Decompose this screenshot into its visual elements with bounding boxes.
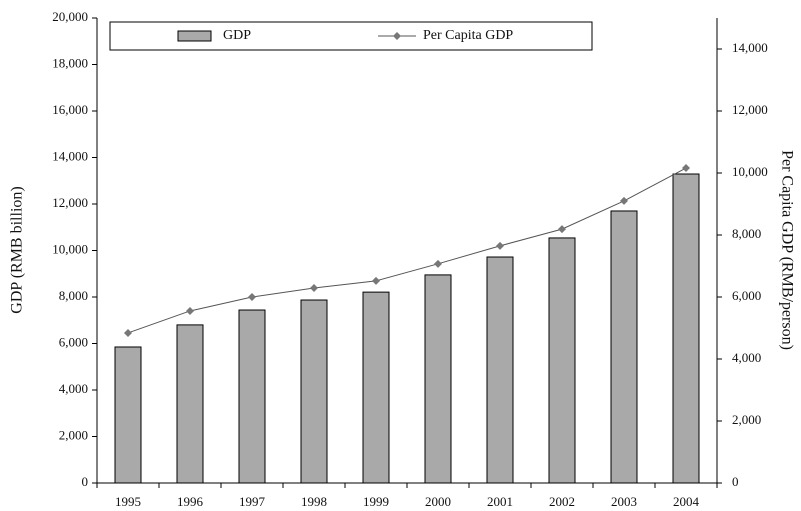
y-tick-label: 20,000 — [52, 9, 88, 24]
legend-label: Per Capita GDP — [423, 28, 513, 43]
y2-tick-label: 10,000 — [732, 164, 768, 179]
y2-tick-label: 0 — [732, 474, 739, 489]
y-tick-label: 8,000 — [59, 288, 88, 303]
y-tick-label: 2,000 — [59, 427, 88, 442]
y2-tick-label: 12,000 — [732, 102, 768, 117]
x-tick-label: 1999 — [363, 494, 389, 509]
y-axis-label: GDP (RMB billion) — [9, 186, 26, 313]
legend-swatch — [177, 30, 212, 42]
x-tick-label: 2001 — [487, 494, 513, 509]
marker — [434, 259, 442, 268]
y-tick-label: 14,000 — [52, 148, 88, 163]
y2-tick-label: 6,000 — [732, 288, 761, 303]
marker — [186, 306, 194, 315]
marker — [558, 225, 566, 234]
marker — [372, 276, 380, 285]
x-tick-label: 1997 — [239, 494, 266, 509]
bar — [362, 291, 390, 484]
bar — [672, 173, 700, 484]
x-tick-label: 2004 — [673, 494, 700, 509]
marker — [310, 284, 318, 293]
y2-axis-label: Per Capita GDP (RMB/person) — [778, 150, 795, 350]
y2-tick-label: 4,000 — [732, 350, 761, 365]
x-tick-label: 1995 — [115, 494, 141, 509]
y-tick-label: 10,000 — [52, 241, 88, 256]
bar — [424, 274, 452, 484]
bar — [610, 210, 638, 484]
y2-tick-label: 2,000 — [732, 412, 761, 427]
y-tick-label: 18,000 — [52, 55, 88, 70]
x-tick-label: 1998 — [301, 494, 327, 509]
marker — [496, 241, 504, 250]
x-tick-label: 2003 — [611, 494, 637, 509]
y-tick-label: 4,000 — [59, 381, 88, 396]
bar — [114, 346, 142, 484]
legend-label: GDP — [223, 28, 251, 43]
y-tick-label: 16,000 — [52, 102, 88, 117]
y2-tick-label: 8,000 — [732, 226, 761, 241]
bar — [548, 237, 576, 484]
marker — [620, 196, 628, 205]
y2-tick-label: 14,000 — [732, 40, 768, 55]
bar — [486, 256, 514, 484]
marker — [248, 293, 256, 301]
x-tick-label: 2000 — [425, 494, 451, 509]
bar — [300, 299, 328, 484]
marker — [124, 328, 132, 337]
bar — [176, 324, 204, 484]
legend-marker — [393, 32, 401, 40]
y-tick-label: 12,000 — [52, 195, 88, 210]
line — [127, 167, 687, 334]
y-tick-label: 0 — [82, 474, 89, 489]
x-tick-label: 2002 — [549, 494, 575, 509]
marker — [682, 164, 690, 173]
bar — [238, 309, 266, 484]
y-tick-label: 6,000 — [59, 334, 88, 349]
x-tick-label: 1996 — [177, 494, 204, 509]
